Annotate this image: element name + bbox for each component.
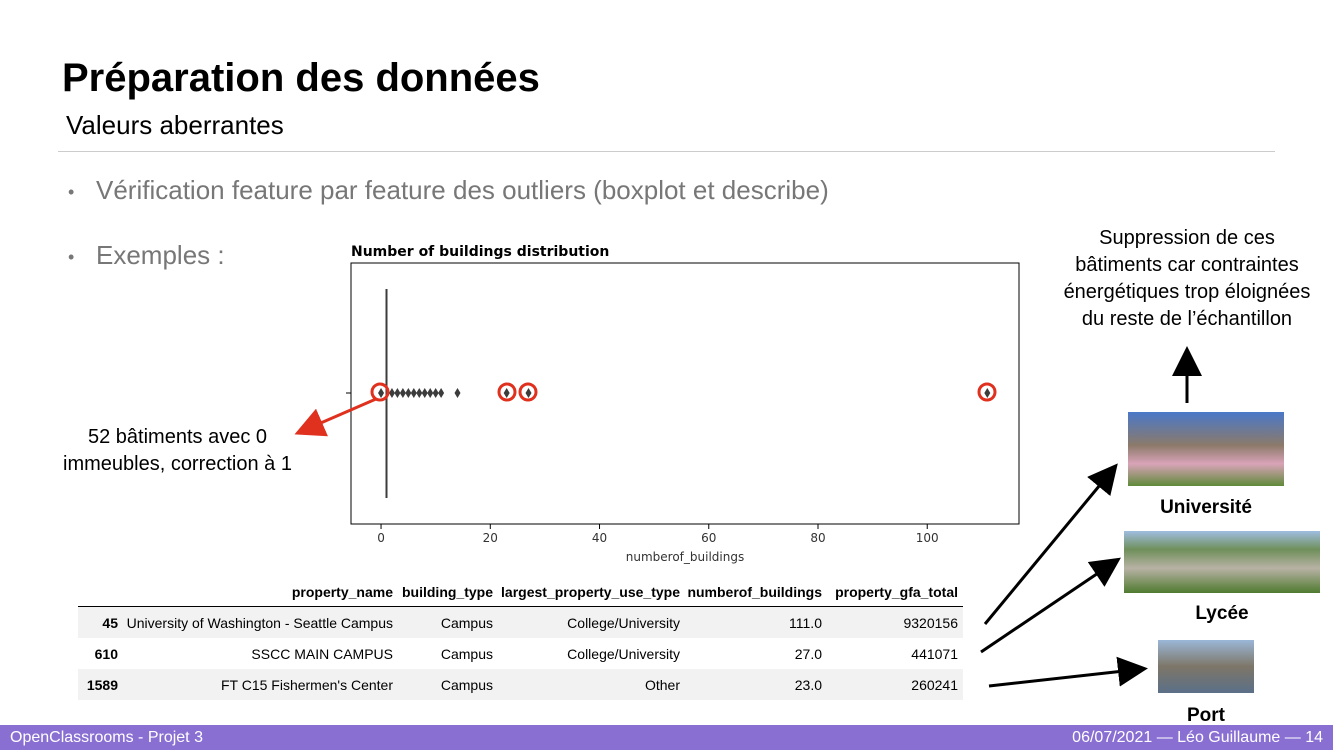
annotation-line: 52 bâtiments avec 0	[88, 426, 267, 448]
table-cell: 27.0	[794, 645, 822, 662]
table-row: 1589 FT C15 Fishermen's Center Campus Other…	[78, 669, 963, 700]
outlier	[503, 388, 510, 398]
footer-left: OpenClassrooms - Projet 3	[10, 729, 203, 746]
table-header: property_name building_type largest_proper…	[78, 578, 963, 607]
table-cell: 441071	[911, 645, 958, 662]
outlier	[427, 388, 434, 398]
table-row: 45 University of Washington - Seattle Cam…	[78, 606, 963, 638]
annotation-line: bâtiments car contraintes	[1075, 254, 1299, 276]
table-cell: College/University	[567, 645, 680, 662]
annotation-line: énergétiques trop éloignées	[1063, 281, 1311, 303]
table-row: 610 SSCC MAIN CAMPUS Campus College/Univers…	[78, 638, 963, 669]
outlier	[410, 388, 417, 398]
header-cell	[78, 578, 123, 607]
photo-highschool	[1124, 531, 1320, 593]
x-tick-label: 20	[483, 531, 498, 545]
header-cell: property_name	[123, 578, 398, 607]
chart-layer: Number of buildings distribution numbero…	[294, 244, 1320, 693]
footer: OpenClassrooms - Projet 3 06/07/2021 — L…	[0, 725, 1333, 750]
outlier	[378, 388, 385, 398]
table-cell: SSCC MAIN CAMPUS	[251, 645, 393, 662]
image-caption: Université	[1160, 497, 1252, 518]
table-cell: Campus	[440, 676, 493, 693]
outlier	[984, 388, 991, 398]
outlier	[399, 388, 406, 398]
table-cell: 23.0	[794, 676, 822, 693]
arrow	[988, 656, 1148, 688]
table-cell: Campus	[440, 645, 493, 662]
row-index: 45	[102, 614, 118, 631]
image-caption: Port	[1187, 705, 1225, 726]
outlier	[416, 388, 423, 398]
table-cell: Other	[644, 676, 680, 693]
highlight	[497, 382, 517, 402]
footer-right: 06/07/2021 — Léo Guillaume — 14	[1072, 729, 1323, 746]
bullet-text: Vérification feature par feature des out…	[96, 175, 829, 205]
x-tick-label: 60	[701, 531, 716, 545]
photo-university	[1128, 412, 1284, 486]
x-tick-label: 100	[916, 531, 939, 545]
footer-page: 14	[1305, 729, 1323, 746]
x-tick-label: 0	[377, 531, 385, 545]
divider	[58, 151, 1275, 152]
annotation-line: immeubles, correction à 1	[63, 453, 292, 475]
outlier	[394, 388, 401, 398]
table-cell: 260241	[911, 676, 958, 693]
outlier	[454, 388, 461, 398]
annotation-right: Suppression de ces bâtiments car contrai…	[1042, 225, 1332, 333]
chart-title: Number of buildings distribution	[351, 244, 609, 260]
header-cell: property_gfa_total	[827, 578, 963, 607]
header-cell: building_type	[398, 578, 498, 607]
row-index: 610	[94, 645, 118, 662]
data-table: property_name building_type largest_proper…	[78, 578, 963, 700]
arrow	[980, 557, 1121, 654]
arrow	[294, 397, 377, 437]
outlier	[405, 388, 412, 398]
x-axis-label: numberof_buildings	[626, 550, 744, 564]
plot-frame	[350, 262, 1020, 525]
photo-port	[1158, 640, 1254, 693]
slide-subtitle: Valeurs aberrantes	[66, 110, 284, 140]
arrow	[983, 463, 1118, 625]
x-tick-label: 80	[810, 531, 825, 545]
annotation-line: du reste de l’échantillon	[1081, 308, 1293, 330]
x-tick-label: 40	[592, 531, 607, 545]
bullet: • Vérification feature par feature des ou…	[68, 175, 829, 205]
table-cell: FT C15 Fishermen's Center	[220, 676, 393, 693]
table-cell: 9320156	[903, 614, 958, 631]
header-cell: largest_property_use_type	[498, 578, 685, 607]
table-cell: 111.0	[789, 614, 822, 631]
highlight	[370, 382, 390, 402]
table-cell: College/University	[567, 614, 680, 631]
outlier	[438, 388, 445, 398]
header-cell: numberof_buildings	[685, 578, 827, 607]
slide-title: Préparation des données	[62, 56, 540, 100]
table-cell: University of Washington - Seattle Campu…	[126, 614, 393, 631]
bullet: • Exemples :	[68, 240, 225, 270]
outlier	[525, 388, 532, 398]
highlight	[977, 382, 997, 402]
highlight	[518, 382, 538, 402]
annotation-line: Suppression de ces	[1099, 227, 1275, 249]
footer-date: 06/07/2021	[1072, 729, 1153, 746]
image-caption: Lycée	[1195, 603, 1249, 624]
row-index: 1589	[86, 676, 118, 693]
footer-author: Léo Guillaume	[1177, 729, 1281, 746]
outlier	[432, 388, 439, 398]
outlier	[388, 388, 395, 398]
table-cell: Campus	[440, 614, 493, 631]
bullet-text: Exemples :	[96, 240, 225, 270]
annotation-left: 52 bâtiments avec 0 immeubles, correctio…	[40, 424, 315, 478]
outlier	[421, 388, 428, 398]
